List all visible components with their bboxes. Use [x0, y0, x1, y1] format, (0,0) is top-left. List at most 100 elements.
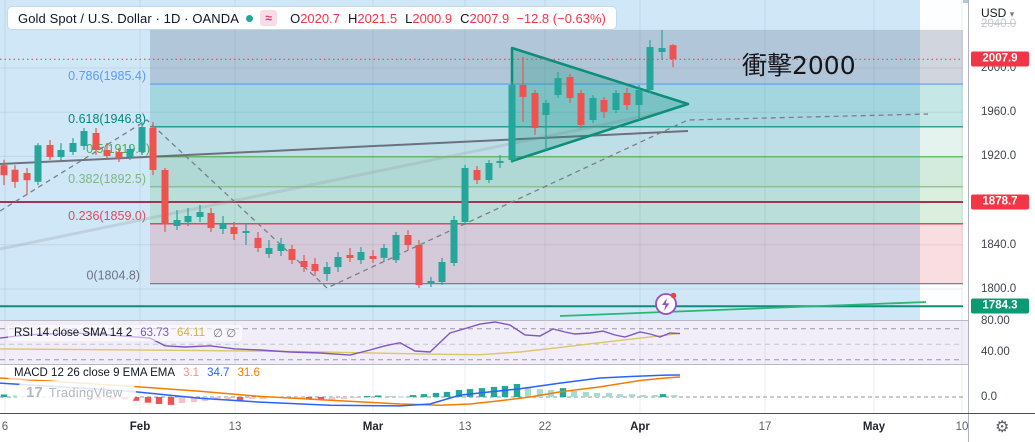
- macd-scale-label: 0.0: [981, 391, 997, 403]
- candlestick: [519, 57, 527, 122]
- rsi-scale-label: 80.00: [981, 315, 1010, 327]
- macd-histogram-bar: [155, 397, 163, 404]
- rsi-title[interactable]: RSI 14 close SMA 14 2: [14, 327, 133, 339]
- support-trendline[interactable]: [0, 130, 689, 165]
- candle-body: [230, 227, 238, 234]
- candle-body: [542, 102, 550, 115]
- chart-text-annotation[interactable]: 衝擊2000: [742, 51, 856, 80]
- candlestick: [149, 122, 157, 175]
- candle-body: [473, 170, 481, 181]
- fib-level-label: 0.618(1946.8): [68, 112, 146, 126]
- candlestick: [531, 90, 539, 135]
- rsi-scale-label: 40.00: [981, 346, 1010, 358]
- rsi-value: 63.73: [140, 327, 170, 339]
- candle-body: [173, 220, 181, 226]
- candlestick: [669, 44, 677, 67]
- candle-body: [126, 149, 134, 158]
- macd-histogram-bar: [605, 392, 613, 397]
- tradingview-logo-text: TradingView: [48, 385, 123, 400]
- macd-histogram-bar: [593, 392, 601, 397]
- candlestick: [92, 128, 100, 155]
- gear-icon[interactable]: ⚙: [995, 419, 1010, 436]
- candle-body: [265, 248, 273, 254]
- macd-histogram-bar: [639, 395, 647, 397]
- lightning-bolt-icon: [662, 298, 670, 311]
- price-scale[interactable]: USD ▾ 2040.0 2000.0 1960.0 1920.0 1840.0 1800…: [968, 0, 1035, 413]
- candlestick: [600, 97, 608, 118]
- candle-body: [612, 93, 620, 110]
- tradingview-logo-mark-icon: 17: [26, 384, 43, 401]
- macd-histogram-bar: [132, 397, 140, 401]
- candlestick: [173, 210, 181, 230]
- price-scale-label: 1960.0: [981, 106, 1017, 119]
- time-axis-label: 10: [955, 421, 969, 433]
- open-label: O: [290, 10, 301, 26]
- fib-level-label: 0.786(1985.4): [68, 69, 146, 83]
- candlestick: [323, 262, 331, 281]
- tradingview-logo[interactable]: 17 TradingView: [16, 381, 137, 404]
- approx-badge-icon[interactable]: ≈: [260, 10, 278, 26]
- macd-histogram-bar: [0, 394, 8, 397]
- symbol-legend: Gold Spot / U.S. Dollar · 1D · OANDA ≈ O…: [8, 7, 616, 29]
- candle-body: [92, 133, 100, 150]
- time-axis[interactable]: ⚙ 6 Feb 13 Mar 13 22 Apr 17 May 10: [0, 413, 1035, 442]
- fib-level-label: 0.382(1892.5): [68, 172, 146, 186]
- candlestick: [357, 247, 365, 264]
- candle-body: [404, 235, 412, 246]
- candlestick: [485, 160, 493, 183]
- candle-body: [669, 45, 677, 60]
- macd-line: [0, 374, 681, 407]
- green-trendline[interactable]: [559, 301, 927, 317]
- candlestick: [300, 255, 308, 272]
- pane-separator-price-rsi[interactable]: [0, 320, 1035, 321]
- candlestick: [554, 72, 562, 98]
- macd-histogram-bar: [236, 397, 244, 402]
- candle-body: [600, 99, 608, 112]
- symbol-title[interactable]: Gold Spot / U.S. Dollar · 1D · OANDA: [18, 10, 240, 26]
- candlestick: [346, 248, 354, 262]
- candle-body: [254, 237, 262, 248]
- candlestick: [230, 222, 238, 240]
- macd-histogram-bar: [224, 397, 232, 400]
- candle-body: [635, 90, 643, 105]
- fib-band: [150, 223, 963, 284]
- candle-body: [508, 85, 516, 160]
- rsi-legend: RSI 14 close SMA 14 2 63.73 64.11 ∅ ∅: [8, 325, 243, 341]
- high-value: 2021.5: [357, 10, 398, 26]
- fib-level-label: 0.5(1919.6): [86, 142, 150, 156]
- price-scale-label: 1840.0: [981, 238, 1017, 251]
- candle-body: [334, 257, 342, 268]
- flash-event-icon[interactable]: [655, 292, 677, 315]
- longterm-trendline[interactable]: [0, 111, 661, 251]
- time-axis-label: 6: [1, 421, 9, 433]
- currency-dropdown[interactable]: USD ▾: [981, 6, 1014, 20]
- macd-histogram-bar: [559, 388, 567, 397]
- low-label: L: [405, 10, 413, 26]
- macd-title[interactable]: MACD 12 26 close 9 EMA EMA: [14, 367, 176, 379]
- candle-body: [392, 235, 400, 261]
- time-axis-label: Mar: [362, 421, 384, 433]
- candle-body: [184, 216, 192, 223]
- candlestick: [161, 168, 169, 232]
- candlestick: [461, 165, 469, 225]
- candlestick: [635, 85, 643, 120]
- macd-histogram-bar: [213, 397, 221, 401]
- macd-histogram-bar: [190, 397, 198, 403]
- candle-body: [461, 168, 469, 222]
- macd-hist-value: 3.1: [183, 367, 200, 379]
- rsi-empty-values: ∅ ∅: [212, 328, 237, 340]
- pane-separator-rsi-macd[interactable]: [0, 364, 1035, 365]
- market-status-dot-icon: [246, 14, 254, 22]
- candle-body: [357, 252, 365, 261]
- candlestick: [138, 122, 146, 155]
- price-badge: 1878.7: [971, 194, 1029, 210]
- candle-body: [277, 244, 285, 251]
- candlestick: [242, 224, 250, 245]
- candle-body: [103, 150, 111, 156]
- candlestick: [80, 128, 88, 150]
- price-scale-faded-label: 2040.0: [981, 18, 1017, 30]
- high-label: H: [347, 10, 358, 26]
- candlestick: [380, 244, 388, 262]
